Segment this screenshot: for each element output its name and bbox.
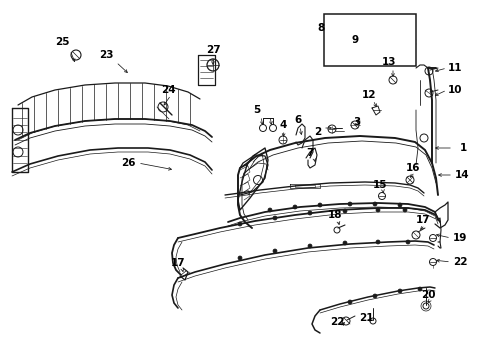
Text: 3: 3 bbox=[353, 117, 361, 127]
Text: 1: 1 bbox=[460, 143, 466, 153]
Circle shape bbox=[406, 240, 410, 244]
Circle shape bbox=[398, 203, 402, 207]
Text: 22: 22 bbox=[453, 257, 467, 267]
Text: 27: 27 bbox=[206, 45, 220, 55]
Text: 15: 15 bbox=[373, 180, 387, 190]
Circle shape bbox=[403, 208, 407, 212]
Text: 6: 6 bbox=[294, 115, 302, 125]
Text: 5: 5 bbox=[253, 105, 261, 115]
Circle shape bbox=[273, 249, 277, 253]
Text: 23: 23 bbox=[99, 50, 113, 60]
Circle shape bbox=[373, 202, 377, 206]
Text: 10: 10 bbox=[448, 85, 462, 95]
Text: 25: 25 bbox=[55, 37, 69, 47]
Circle shape bbox=[238, 222, 242, 226]
Text: 18: 18 bbox=[328, 210, 342, 220]
Text: 19: 19 bbox=[453, 233, 467, 243]
Circle shape bbox=[376, 208, 380, 212]
Text: 8: 8 bbox=[318, 23, 325, 33]
Text: 4: 4 bbox=[279, 120, 287, 130]
Circle shape bbox=[308, 211, 312, 215]
Text: 17: 17 bbox=[171, 258, 185, 268]
Text: 24: 24 bbox=[161, 85, 175, 95]
Text: 17: 17 bbox=[416, 215, 430, 225]
Text: 22: 22 bbox=[330, 317, 344, 327]
Text: 21: 21 bbox=[359, 313, 373, 323]
Circle shape bbox=[238, 256, 242, 260]
Circle shape bbox=[293, 205, 297, 209]
FancyBboxPatch shape bbox=[324, 14, 416, 66]
Text: 16: 16 bbox=[406, 163, 420, 173]
Circle shape bbox=[343, 209, 347, 213]
Text: 12: 12 bbox=[362, 90, 376, 100]
Text: 26: 26 bbox=[121, 158, 135, 168]
Text: 13: 13 bbox=[382, 57, 396, 67]
Circle shape bbox=[273, 216, 277, 220]
Text: 2: 2 bbox=[315, 127, 321, 137]
Circle shape bbox=[308, 244, 312, 248]
Circle shape bbox=[418, 287, 422, 291]
Circle shape bbox=[348, 202, 352, 206]
Text: 20: 20 bbox=[421, 290, 435, 300]
Text: 9: 9 bbox=[351, 35, 359, 45]
Text: 11: 11 bbox=[448, 63, 462, 73]
Text: 14: 14 bbox=[455, 170, 469, 180]
Circle shape bbox=[318, 203, 322, 207]
Circle shape bbox=[268, 208, 272, 212]
Text: 7: 7 bbox=[306, 148, 314, 158]
Circle shape bbox=[376, 240, 380, 244]
Circle shape bbox=[348, 300, 352, 304]
Circle shape bbox=[343, 241, 347, 245]
Circle shape bbox=[398, 289, 402, 293]
Circle shape bbox=[373, 294, 377, 298]
